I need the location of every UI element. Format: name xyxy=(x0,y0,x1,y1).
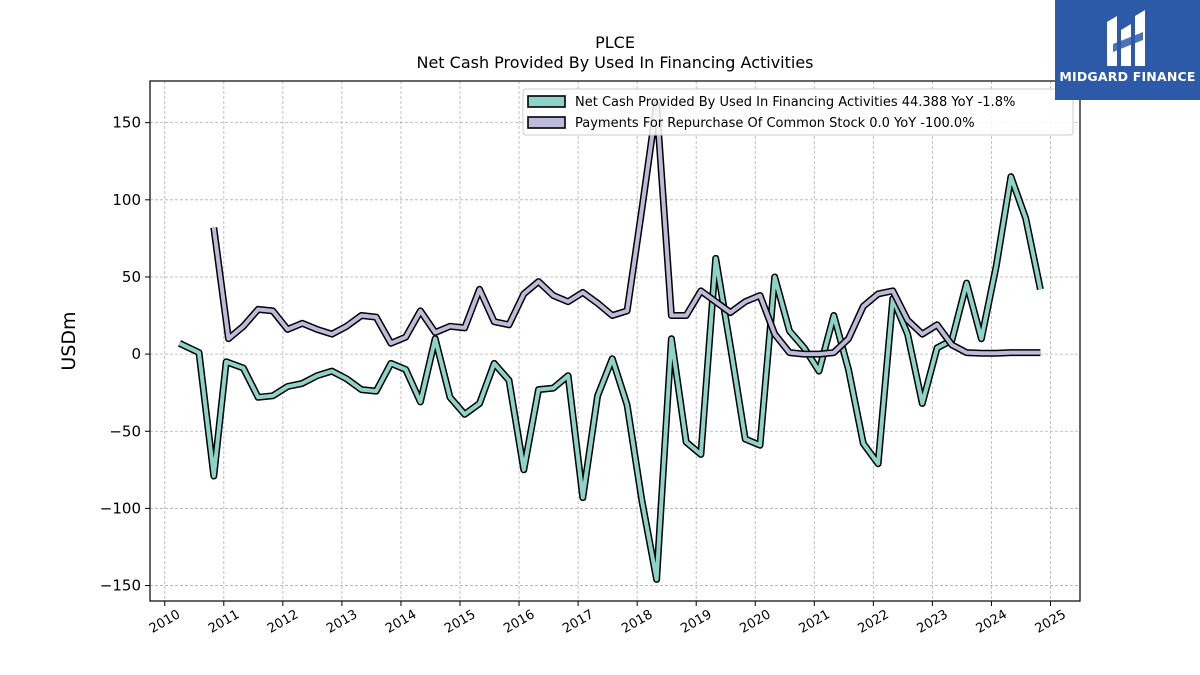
legend: Net Cash Provided By Used In Financing A… xyxy=(522,88,1074,136)
brand-logo: MIDGARD FINANCE xyxy=(1055,0,1200,100)
y-axis-label: USDm xyxy=(58,311,80,370)
y-tick-label: 50 xyxy=(122,268,141,286)
legend-swatch xyxy=(527,95,566,108)
legend-box xyxy=(522,88,1074,136)
x-tick-label: 2013 xyxy=(324,607,360,637)
x-tick-label: 2012 xyxy=(265,607,301,637)
chart-title: PLCE xyxy=(595,33,635,52)
x-tick-label: 2025 xyxy=(1033,607,1069,637)
legend-entry: Net Cash Provided By Used In Financing A… xyxy=(575,95,1015,110)
x-tick-label: 2019 xyxy=(678,607,714,637)
x-tick-label: 2024 xyxy=(974,607,1010,637)
legend-swatch xyxy=(527,116,566,129)
y-tick-label: 150 xyxy=(112,114,141,132)
x-tick-label: 2020 xyxy=(737,607,773,637)
series-line-1 xyxy=(178,174,1043,582)
x-tick-label: 2014 xyxy=(383,607,419,637)
x-tick-label: 2011 xyxy=(206,607,242,637)
brand-name: MIDGARD FINANCE xyxy=(1059,69,1196,84)
legend-entry: Payments For Repurchase Of Common Stock … xyxy=(575,116,975,131)
x-tick-label: 2023 xyxy=(915,607,951,637)
series-line-2 xyxy=(211,102,1041,357)
y-tick-label: −150 xyxy=(100,577,141,595)
y-tick-label: 0 xyxy=(131,345,141,363)
grid-lines xyxy=(150,81,1080,601)
x-tick-label: 2022 xyxy=(856,607,892,637)
plot-area xyxy=(149,80,1081,602)
series-lines xyxy=(177,100,1044,583)
x-tick-label: 2010 xyxy=(147,607,183,637)
y-tick-label: −100 xyxy=(100,499,141,517)
series-line-outline xyxy=(210,100,1041,358)
y-tick-label: 100 xyxy=(112,191,141,209)
x-tick-label: 2018 xyxy=(619,607,655,637)
chart-subtitle: Net Cash Provided By Used In Financing A… xyxy=(416,53,814,72)
y-tick-label: −50 xyxy=(109,422,141,440)
x-tick-label: 2015 xyxy=(442,607,478,637)
brand-mark-icon xyxy=(1107,10,1145,66)
x-tick-label: 2021 xyxy=(796,607,832,637)
x-tick-label: 2017 xyxy=(560,607,596,637)
x-tick-label: 2016 xyxy=(501,607,537,637)
